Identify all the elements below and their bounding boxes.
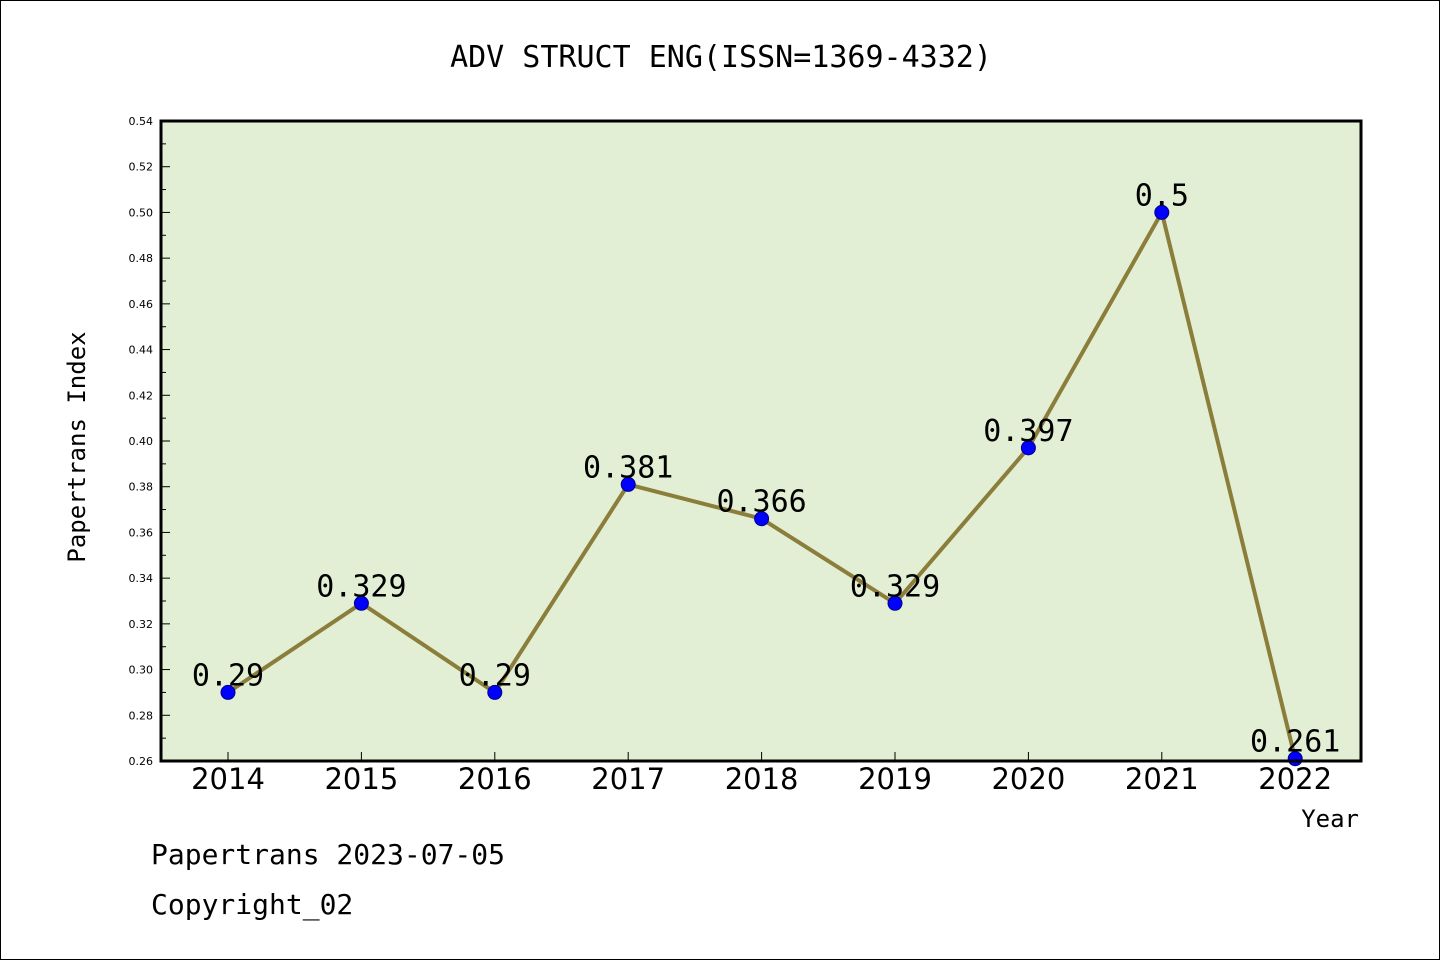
x-axis-label: Year (1301, 805, 1359, 833)
y-tick-label: 0.44 (129, 344, 154, 357)
x-axis-ticks: 2014 2015 2016 2017 2018 2019 2020 2021 2022 (191, 752, 1332, 796)
data-labels: 0.29 0.329 0.29 0.381 0.366 0.329 0.397 0.5 0.26… (192, 178, 1340, 759)
x-tick-label: 2016 (458, 762, 532, 796)
y-tick-label: 0.54 (129, 115, 154, 128)
y-tick-label: 0.38 (129, 481, 154, 494)
data-point (1020, 440, 1036, 456)
x-tick-label: 2014 (191, 762, 265, 796)
y-tick-label: 0.28 (129, 709, 154, 722)
y-tick-label: 0.34 (129, 572, 154, 585)
x-tick-label: 2019 (858, 762, 932, 796)
data-label: 0.329 (316, 569, 406, 604)
data-point (620, 476, 636, 492)
data-points (220, 204, 1303, 767)
y-tick-label: 0.46 (129, 298, 154, 311)
y-axis-ticks: 0.26 0.28 0.30 0.32 0.34 0.36 0.38 0.40 0.42 0.44… (129, 115, 170, 768)
data-label: 0.29 (459, 658, 531, 693)
plot-area (161, 121, 1361, 761)
plot-border (159, 119, 1363, 763)
x-tick-label: 2017 (591, 762, 665, 796)
footer-copyright: Copyright_02 (151, 888, 353, 922)
y-tick-label: 0.30 (129, 664, 154, 677)
data-label: 0.366 (716, 485, 806, 520)
y-axis-label: Papertrans Index (63, 331, 91, 562)
data-point (1154, 204, 1170, 220)
data-label: 0.29 (192, 658, 264, 693)
data-label: 0.5 (1135, 178, 1189, 213)
data-label: 0.329 (850, 569, 940, 604)
x-tick-label: 2015 (324, 762, 398, 796)
x-tick-label: 2018 (725, 762, 799, 796)
y-tick-label: 0.40 (129, 435, 154, 448)
x-tick-label: 2022 (1258, 762, 1332, 796)
y-tick-label: 0.36 (129, 526, 154, 539)
data-point (887, 595, 903, 611)
data-point (353, 595, 369, 611)
y-tick-label: 0.48 (129, 252, 154, 265)
y-tick-label: 0.52 (129, 161, 154, 174)
x-tick-label: 2021 (1125, 762, 1199, 796)
data-point (220, 684, 236, 700)
y-tick-label: 0.50 (129, 206, 154, 219)
y-tick-label: 0.32 (129, 618, 154, 631)
data-label: 0.381 (583, 450, 673, 485)
data-label: 0.261 (1250, 725, 1340, 760)
x-tick-label: 2020 (991, 762, 1065, 796)
y-tick-label: 0.42 (129, 389, 154, 402)
data-point (487, 684, 503, 700)
chart-title: ADV STRUCT ENG(ISSN=1369-4332) (450, 40, 992, 75)
footer-date: Papertrans 2023-07-05 (151, 838, 505, 871)
y-tick-label: 0.26 (129, 755, 154, 768)
data-label: 0.397 (983, 414, 1073, 449)
data-point (754, 511, 770, 527)
